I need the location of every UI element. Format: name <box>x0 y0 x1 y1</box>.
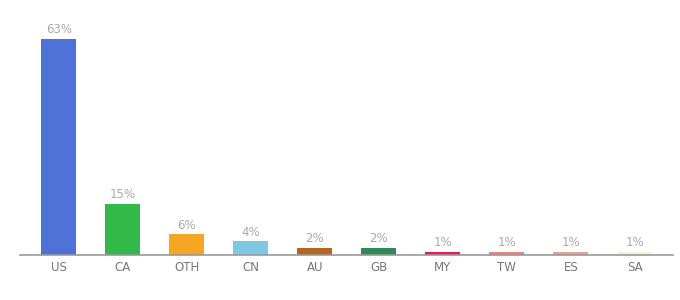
Text: 1%: 1% <box>626 236 644 249</box>
Bar <box>617 252 652 255</box>
Bar <box>297 248 333 255</box>
Text: 2%: 2% <box>369 232 388 245</box>
Bar <box>554 252 588 255</box>
Text: 1%: 1% <box>433 236 452 249</box>
Text: 4%: 4% <box>241 226 260 238</box>
Bar <box>233 241 269 255</box>
Bar <box>169 234 205 255</box>
Text: 6%: 6% <box>177 219 196 232</box>
Text: 63%: 63% <box>46 23 72 36</box>
Text: 1%: 1% <box>562 236 580 249</box>
Bar <box>425 252 460 255</box>
Bar <box>489 252 524 255</box>
Bar <box>105 204 140 255</box>
Bar <box>361 248 396 255</box>
Text: 1%: 1% <box>498 236 516 249</box>
Bar <box>41 39 76 255</box>
Text: 15%: 15% <box>109 188 136 201</box>
Text: 2%: 2% <box>305 232 324 245</box>
